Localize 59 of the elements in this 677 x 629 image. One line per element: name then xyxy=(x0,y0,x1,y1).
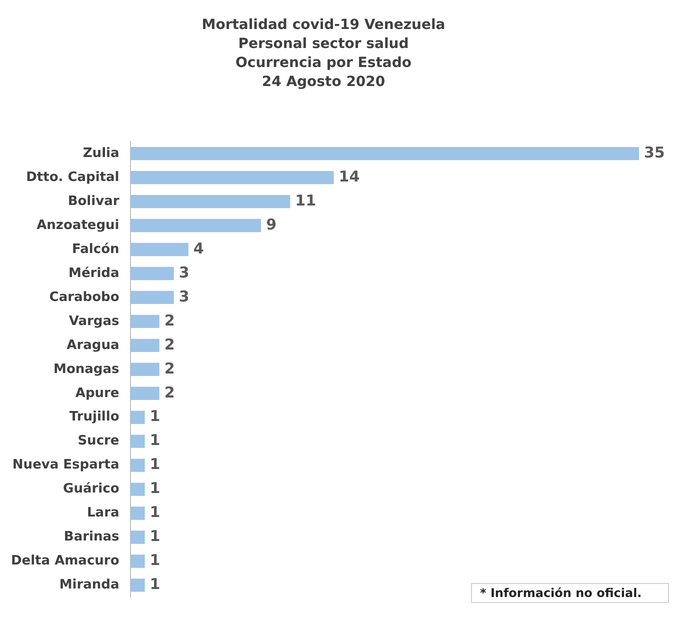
y-tick-label: Bolivar xyxy=(68,194,120,209)
data-label: 35 xyxy=(644,143,665,162)
y-tick-label: Mérida xyxy=(68,266,120,281)
bar xyxy=(130,242,188,256)
y-tick-label: Dtto. Capital xyxy=(26,170,120,185)
data-label: 11 xyxy=(295,191,316,210)
y-tick-label: Nueva Esparta xyxy=(12,458,120,473)
y-tick-label: Aragua xyxy=(66,338,120,353)
y-tick-label: Monagas xyxy=(54,362,120,377)
y-tick-label: Lara xyxy=(87,506,120,521)
y-tick-label: Zulia xyxy=(82,146,120,161)
bar xyxy=(130,434,145,448)
y-tick-label: Guárico xyxy=(63,482,120,497)
annotation: * Información no oficial. xyxy=(471,583,669,603)
data-label: 1 xyxy=(150,503,160,522)
y-tick-label: Falcón xyxy=(72,242,120,257)
bar xyxy=(130,314,160,328)
data-label: 1 xyxy=(150,455,160,474)
chart-title: Mortalidad covid-19 Venezuela Personal sector salud Ocurrencia por Estado 24 Agosto 2020 xyxy=(202,17,446,90)
bar xyxy=(130,578,145,592)
data-label: 1 xyxy=(150,431,160,450)
data-label: 2 xyxy=(164,383,175,402)
y-tick-label: Vargas xyxy=(68,314,120,329)
data-label: 1 xyxy=(150,551,160,570)
bar xyxy=(130,554,145,568)
data-label: 1 xyxy=(150,527,160,546)
data-label: 2 xyxy=(164,359,175,378)
data-label: 3 xyxy=(178,287,190,306)
bar xyxy=(130,194,290,208)
data-label: 1 xyxy=(150,575,160,594)
y-tick-label: Barinas xyxy=(64,530,120,545)
y-tick-label: Carabobo xyxy=(49,290,120,305)
y-tick-label: Sucre xyxy=(78,434,120,449)
bar xyxy=(130,410,145,424)
bar xyxy=(130,170,334,184)
bar xyxy=(130,146,639,160)
y-tick-label: Apure xyxy=(75,386,120,401)
bar xyxy=(130,266,174,280)
y-tick-label: Trujillo xyxy=(69,410,120,425)
data-label: 1 xyxy=(150,479,160,498)
y-tick-label: Miranda xyxy=(59,578,120,593)
bar xyxy=(130,218,262,232)
y-tick-label: Delta Amacuro xyxy=(10,554,120,569)
bar xyxy=(130,290,174,304)
bar xyxy=(130,458,145,472)
data-label: 9 xyxy=(266,215,277,234)
bar xyxy=(130,530,145,544)
data-label: 4 xyxy=(193,239,204,258)
data-label: 3 xyxy=(178,263,190,282)
bar xyxy=(130,362,160,376)
data-label: 2 xyxy=(164,335,175,354)
bar xyxy=(130,338,160,352)
y-tick-label: Anzoategui xyxy=(36,218,120,233)
data-label: 14 xyxy=(338,167,360,186)
data-label: 1 xyxy=(150,407,160,426)
bar xyxy=(130,506,145,520)
bar xyxy=(130,482,145,496)
bar xyxy=(130,386,160,400)
data-label: 2 xyxy=(164,311,175,330)
